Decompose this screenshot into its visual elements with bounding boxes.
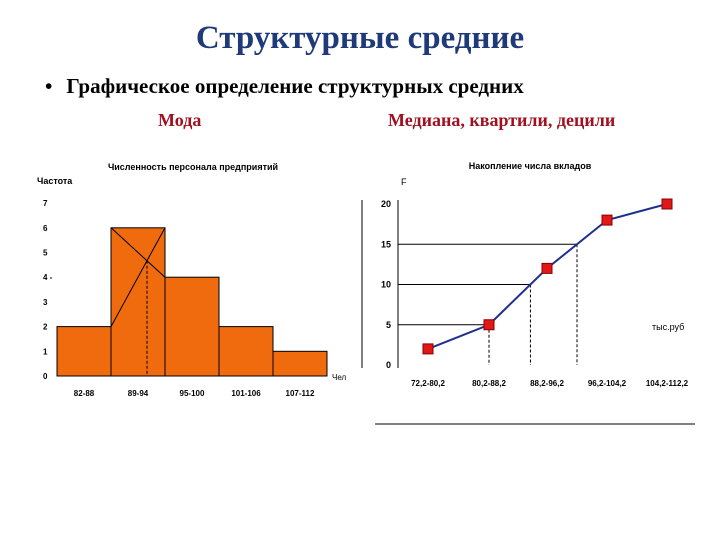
cum-xtick-label: 88,2-96,2: [530, 379, 564, 388]
bullet-text: Графическое определение структурных сред…: [66, 74, 524, 98]
hist-title: Численность персонала предприятий: [108, 162, 278, 172]
cum-point: [601, 214, 613, 226]
hist-bar: [110, 227, 166, 377]
hist-xtick-label: 89-94: [128, 389, 149, 398]
hist-xtick-label: 82-88: [74, 389, 95, 398]
hist-ylabel: Частота: [37, 176, 73, 186]
cum-xtick-label: 96,2-104,2: [588, 379, 627, 388]
slide-title: Структурные средние: [195, 20, 525, 56]
hist-ytick-label: 6: [43, 224, 48, 233]
median-label: Медиана, квартили, децили: [388, 110, 616, 130]
hist-ytick-label: 2: [43, 323, 48, 332]
cum-ytick-label: 10: [381, 280, 391, 290]
hist-bar: [272, 350, 328, 377]
hist-bar: [218, 326, 274, 377]
hist-ytick-label: 5: [43, 249, 48, 258]
bullet-dot-icon: •: [45, 74, 53, 98]
cum-xtick-label: 72,2-80,2: [411, 379, 445, 388]
hist-xtick-label: 101-106: [231, 389, 261, 398]
cum-point: [483, 319, 495, 331]
hist-ytick-label: 0: [43, 372, 48, 381]
bullet-item: • Графическое определение структурных сре…: [45, 74, 524, 99]
cum-xtick-label: 80,2-88,2: [472, 379, 506, 388]
hist-ytick-label: 1: [43, 347, 48, 356]
cum-ytick-label: 5: [386, 320, 391, 330]
cum-xlabel: тыс.руб: [652, 322, 684, 332]
hist-xtick-label: 95-100: [180, 389, 205, 398]
cum-point: [541, 262, 553, 274]
cum-ytick-label: 0: [386, 360, 391, 370]
mode-construction-line: [110, 227, 166, 278]
cum-xtick-label: 104,2-112,2: [646, 379, 689, 388]
hist-bar: [164, 276, 220, 377]
hist-xtick-label: 107-112: [286, 389, 315, 398]
hist-xlabel: Чел: [332, 373, 347, 382]
mode-label: Мода: [158, 110, 202, 130]
hist-ytick-label: 4 -: [43, 273, 53, 282]
hist-bar: [56, 326, 112, 377]
cum-point: [422, 343, 434, 355]
hist-ytick-label: 7: [43, 199, 48, 208]
cum-ylabel: F: [401, 177, 407, 187]
cum-point: [661, 198, 673, 210]
cum-ytick-label: 15: [381, 239, 391, 249]
cum-title: Накопление числа вкладов: [469, 161, 592, 171]
cum-ytick-label: 20: [381, 199, 391, 209]
hist-ytick-label: 3: [43, 298, 48, 307]
mode-construction-line: [110, 227, 166, 327]
cum-series-line: [427, 203, 668, 350]
